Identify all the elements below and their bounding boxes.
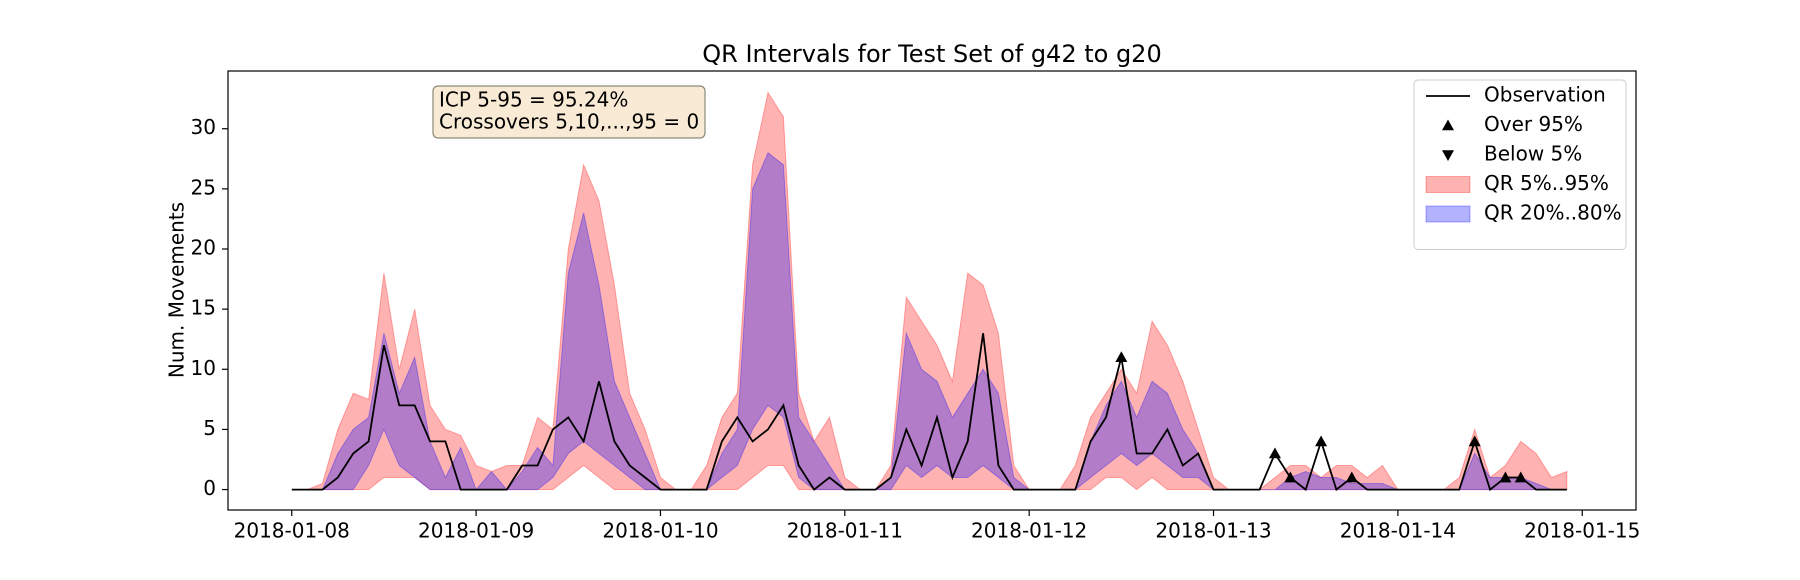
y-tick-label: 30 [191, 115, 216, 139]
x-tick-label: 2018-01-14 [1340, 519, 1456, 543]
marker [1268, 447, 1281, 459]
marker [1284, 471, 1297, 483]
legend-box [1413, 79, 1627, 250]
plot-frame [227, 70, 1637, 511]
marker [1315, 435, 1328, 447]
marker [1468, 435, 1481, 447]
legend-swatch [1442, 119, 1454, 131]
y-axis-label: Num. Movements [165, 202, 189, 378]
x-tick-label: 2018-01-09 [418, 519, 534, 543]
y-tick-label: 20 [191, 236, 216, 260]
x-tick-label: 2018-01-08 [234, 519, 350, 543]
legend-label: Below 5% [1484, 142, 1582, 166]
y-tick-label: 15 [191, 296, 216, 320]
chart-title: QR Intervals for Test Set of g42 to g20 [702, 40, 1161, 68]
annotation-text: Crossovers 5,10,...,95 = 0 [439, 110, 699, 134]
legend-swatch [1425, 205, 1471, 223]
x-tick-label: 2018-01-11 [787, 519, 903, 543]
marker [1345, 471, 1358, 483]
interval-band [291, 152, 1567, 491]
y-tick-label: 25 [191, 175, 216, 199]
annotation-text: ICP 5-95 = 95.24% [439, 88, 628, 112]
legend-label: QR 5%..95% [1484, 171, 1609, 195]
annotation-box [432, 85, 706, 139]
x-tick-label: 2018-01-13 [1155, 519, 1271, 543]
legend-swatch [1442, 150, 1454, 161]
legend-label: QR 20%..80% [1484, 201, 1622, 225]
legend-label: Observation [1484, 83, 1606, 107]
y-tick-label: 0 [203, 476, 216, 500]
legend-label: Over 95% [1484, 112, 1583, 136]
x-tick-label: 2018-01-15 [1524, 519, 1640, 543]
legend-swatch [1425, 176, 1471, 193]
y-tick-label: 5 [203, 416, 216, 440]
interval-band [291, 91, 1568, 491]
marker [1499, 471, 1512, 483]
marker [1514, 471, 1527, 483]
x-tick-label: 2018-01-10 [602, 519, 718, 543]
x-tick-label: 2018-01-12 [971, 519, 1087, 543]
marker [1115, 351, 1128, 363]
y-tick-label: 10 [191, 356, 216, 380]
